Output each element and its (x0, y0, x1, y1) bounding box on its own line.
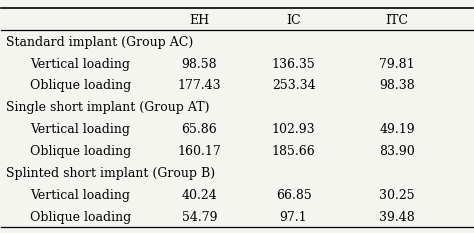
Text: Vertical loading: Vertical loading (30, 58, 130, 71)
Text: Oblique loading: Oblique loading (30, 79, 131, 93)
Text: Oblique loading: Oblique loading (30, 211, 131, 224)
Text: Vertical loading: Vertical loading (30, 123, 130, 136)
Text: Splinted short implant (Group B): Splinted short implant (Group B) (6, 167, 215, 180)
Text: 97.1: 97.1 (280, 211, 307, 224)
Text: 79.81: 79.81 (379, 58, 415, 71)
Text: Single short implant (Group AT): Single short implant (Group AT) (6, 101, 210, 114)
Text: Standard implant (Group AC): Standard implant (Group AC) (6, 36, 193, 49)
Text: 49.19: 49.19 (379, 123, 415, 136)
Text: 39.48: 39.48 (379, 211, 415, 224)
Text: 54.79: 54.79 (182, 211, 217, 224)
Text: 253.34: 253.34 (272, 79, 315, 93)
Text: 66.85: 66.85 (276, 189, 311, 202)
Text: 102.93: 102.93 (272, 123, 315, 136)
Text: 160.17: 160.17 (177, 145, 221, 158)
Text: Oblique loading: Oblique loading (30, 145, 131, 158)
Text: 136.35: 136.35 (272, 58, 315, 71)
Text: 83.90: 83.90 (379, 145, 415, 158)
Text: 177.43: 177.43 (177, 79, 221, 93)
Text: Vertical loading: Vertical loading (30, 189, 130, 202)
Text: 65.86: 65.86 (182, 123, 217, 136)
Text: IC: IC (286, 14, 301, 27)
Text: 40.24: 40.24 (182, 189, 217, 202)
Text: 98.58: 98.58 (182, 58, 217, 71)
Text: 98.38: 98.38 (379, 79, 415, 93)
Text: EH: EH (189, 14, 210, 27)
Text: 185.66: 185.66 (272, 145, 315, 158)
Text: ITC: ITC (386, 14, 409, 27)
Text: 30.25: 30.25 (379, 189, 415, 202)
